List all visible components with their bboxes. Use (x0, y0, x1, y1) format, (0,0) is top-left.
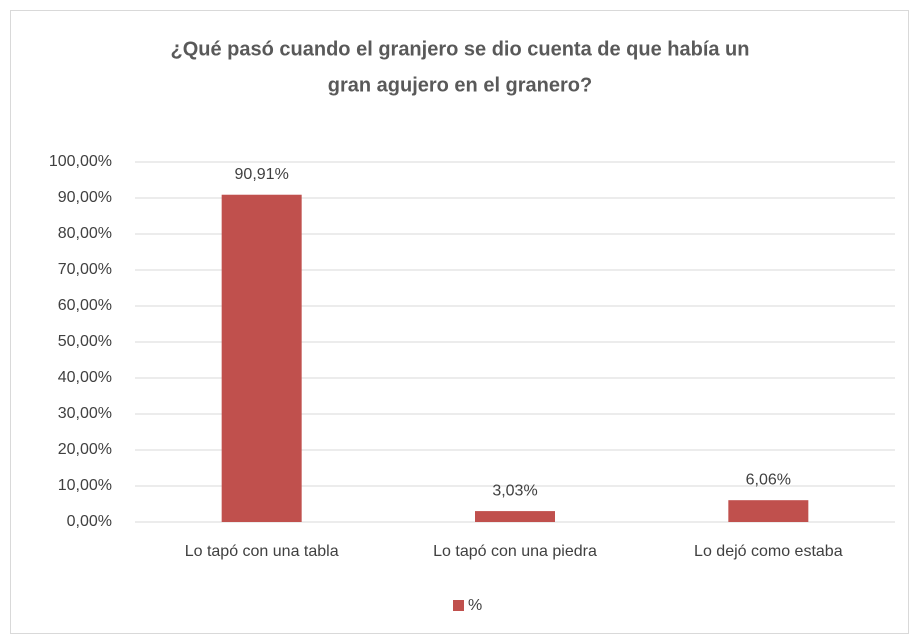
bar (475, 511, 555, 522)
y-tick-label: 90,00% (58, 189, 112, 206)
data-label: 3,03% (492, 482, 537, 499)
data-label: 90,91% (235, 166, 289, 183)
y-tick-label: 0,00% (67, 513, 112, 530)
y-tick-label: 30,00% (58, 405, 112, 422)
y-tick-label: 10,00% (58, 477, 112, 494)
x-tick-label: Lo tapó con una tabla (185, 543, 339, 560)
chart-title: ¿Qué pasó cuando el granjero se dio cuen… (171, 38, 750, 60)
y-tick-label: 80,00% (58, 225, 112, 242)
y-tick-label: 70,00% (58, 261, 112, 278)
legend-label: % (468, 597, 482, 614)
y-tick-label: 40,00% (58, 369, 112, 386)
x-tick-label: Lo tapó con una piedra (433, 543, 597, 560)
chart-title: gran agujero en el granero? (328, 74, 593, 96)
bar (728, 500, 809, 522)
legend-swatch (453, 600, 464, 611)
y-tick-label: 20,00% (58, 441, 112, 458)
bar (221, 194, 302, 522)
y-tick-label: 60,00% (58, 297, 112, 314)
data-label: 6,06% (746, 471, 791, 488)
x-tick-label: Lo dejó como estaba (694, 543, 843, 560)
y-tick-label: 50,00% (58, 333, 112, 350)
chart-frame (10, 10, 909, 634)
y-tick-label: 100,00% (49, 153, 112, 170)
